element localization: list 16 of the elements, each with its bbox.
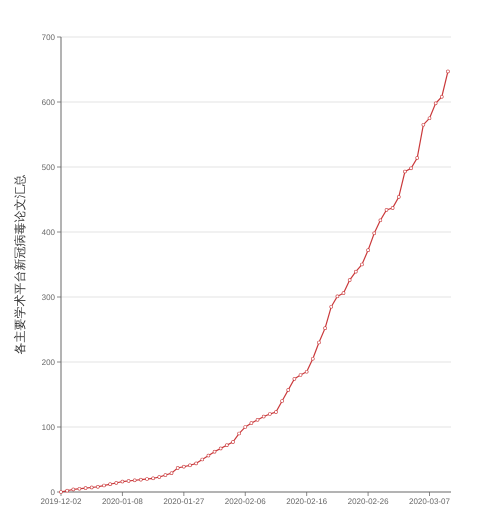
x-tick-label: 2019-12-02 — [40, 497, 82, 506]
y-tick-label: 700 — [42, 33, 56, 42]
y-tick-label: 600 — [42, 98, 56, 107]
x-tick-label: 2020-03-07 — [409, 497, 451, 506]
y-tick-label: 500 — [42, 163, 56, 172]
x-tick-label: 2020-01-27 — [163, 497, 205, 506]
x-tick-label: 2020-01-08 — [102, 497, 144, 506]
y-tick-label: 400 — [42, 228, 56, 237]
y-tick-label: 300 — [42, 293, 56, 302]
y-tick-label: 100 — [42, 423, 56, 432]
x-tick-label: 2020-02-16 — [286, 497, 328, 506]
y-tick-label: 0 — [50, 488, 56, 497]
x-tick-label: 2020-02-06 — [224, 497, 266, 506]
y-tick-label: 200 — [42, 358, 56, 367]
x-tick-label: 2020-02-26 — [348, 497, 390, 506]
y-axis-title: 各主要学术平台新冠病毒论文汇总 — [13, 174, 27, 354]
